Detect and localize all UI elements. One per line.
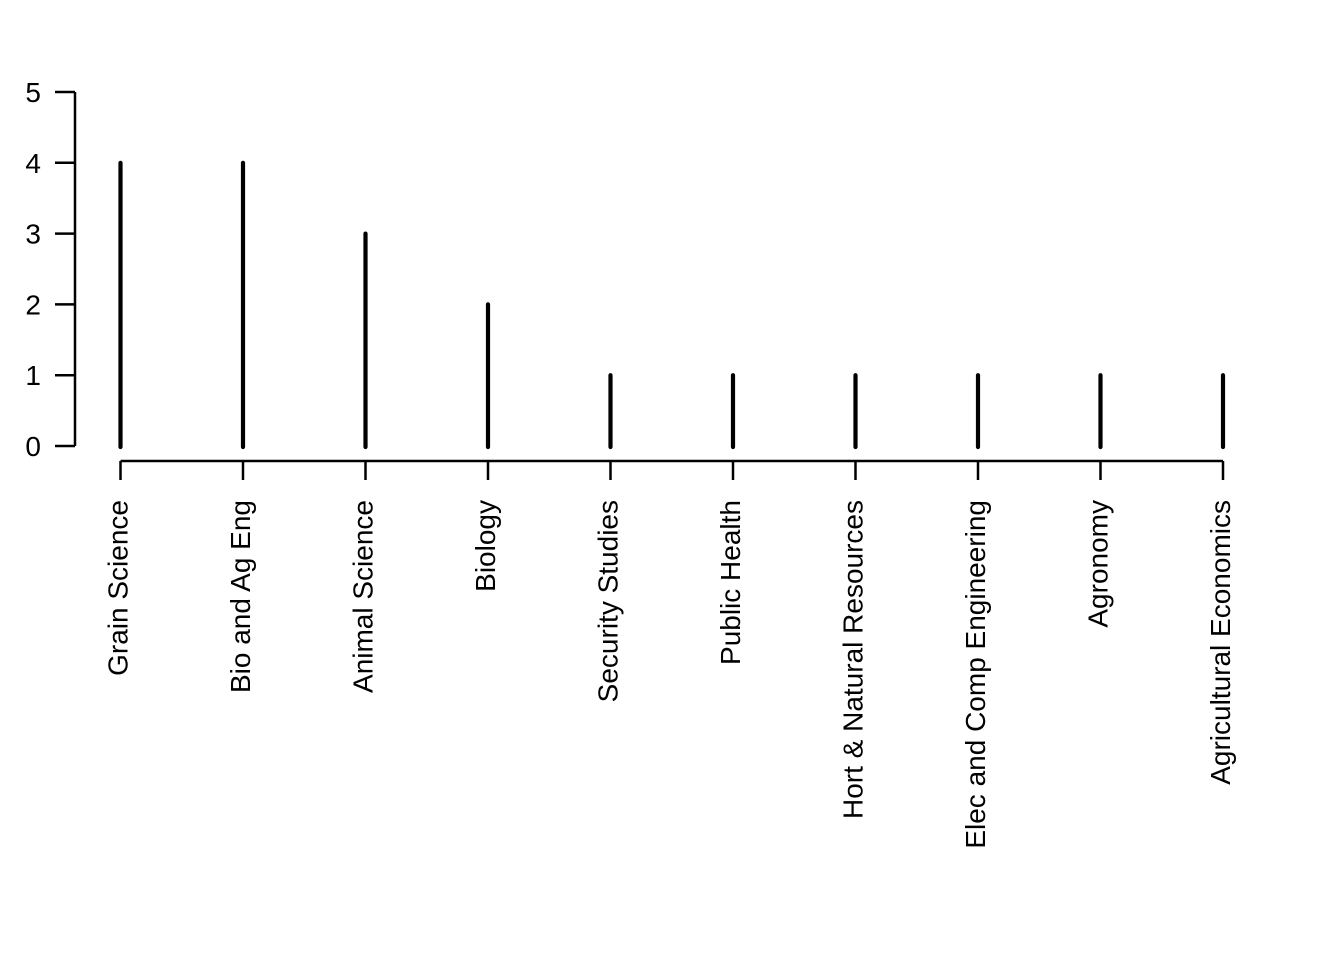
x-tick-label: Grain Science: [103, 500, 134, 676]
y-axis: 0 1 2 3 4 5: [25, 77, 77, 462]
y-tick-label: 4: [25, 148, 41, 179]
y-tick-label: 2: [25, 289, 41, 320]
x-tick-label: Elec and Comp Engineering: [960, 500, 991, 849]
y-tick-label: 3: [25, 219, 41, 250]
y-tick-label: 0: [25, 431, 41, 462]
x-tick-label: Biology: [470, 500, 501, 592]
x-axis: Grain Science Bio and Ag Eng Animal Scienc…: [103, 459, 1236, 849]
x-tick-label: Public Health: [715, 500, 746, 665]
x-tick-label: Agronomy: [1083, 500, 1114, 628]
x-tick-label: Agricultural Economics: [1205, 500, 1236, 785]
y-tick-label: 1: [25, 360, 41, 391]
spikes: [118, 160, 1226, 450]
y-tick-label: 5: [25, 77, 41, 108]
x-tick-label: Hort & Natural Resources: [838, 500, 869, 819]
x-tick-label: Animal Science: [348, 500, 379, 693]
x-tick-label: Security Studies: [593, 500, 624, 702]
x-tick-label: Bio and Ag Eng: [225, 500, 256, 693]
